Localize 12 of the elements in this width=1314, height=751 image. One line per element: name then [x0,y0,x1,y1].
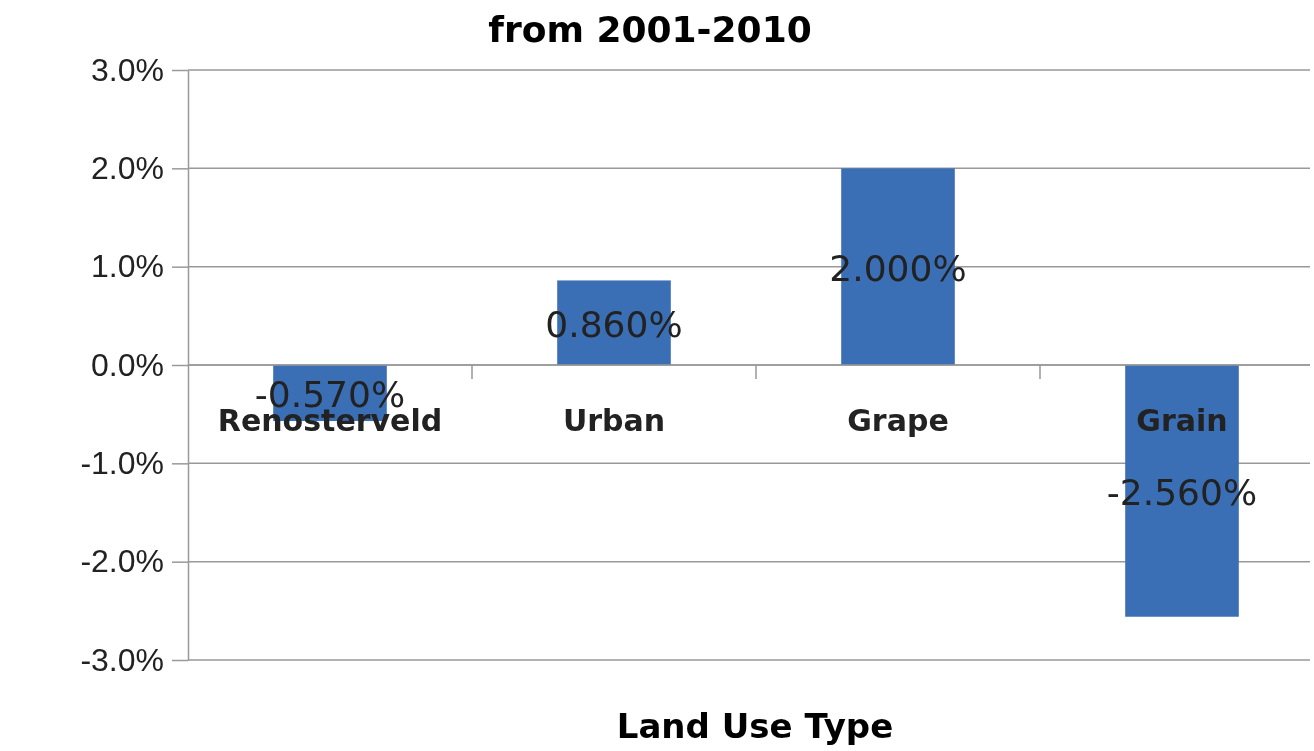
y-tick-label: -1.0% [80,445,164,482]
x-axis-title: Land Use Type [616,706,894,746]
y-tick-label: 2.0% [91,150,164,187]
chart-title: from 2001-2010 [488,9,812,50]
x-tick-label: Urban [562,403,666,438]
x-tick-label: Grain [1136,403,1228,438]
y-tick-label: 0.0% [91,346,164,383]
y-tick-label: 1.0% [91,248,164,285]
y-tick-label: 3.0% [91,51,164,88]
y-tick-label: -2.0% [80,543,164,580]
x-tick-label: Grape [847,403,949,438]
y-tick-label: -3.0% [80,641,164,678]
